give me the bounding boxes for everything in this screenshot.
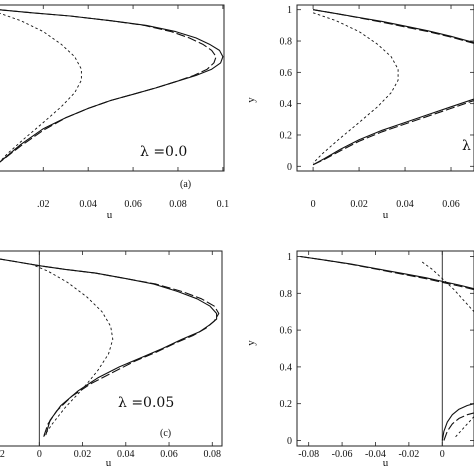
x-axis-label: u bbox=[383, 457, 389, 469]
series-line-solid bbox=[300, 255, 474, 290]
x-tick-label: 0.1 bbox=[217, 199, 230, 210]
series-line-dashed bbox=[312, 99, 474, 166]
lambda-annotation: λ =0.05 bbox=[118, 395, 174, 411]
y-tick-label: 0.8 bbox=[280, 289, 293, 300]
y-tick-label: 0.2 bbox=[280, 399, 293, 410]
panel-c: 0.02 0 0.02 0.04 0.06 0.08 u λ =0.05 (c) bbox=[0, 250, 223, 469]
panel-frame bbox=[0, 4, 225, 172]
x-tick-label: 0.02 bbox=[74, 449, 92, 460]
series-line-solid bbox=[0, 258, 218, 436]
lambda-annotation: λ bbox=[462, 138, 471, 154]
x-axis-label: u bbox=[106, 457, 112, 469]
panel-tag: (a) bbox=[180, 179, 191, 190]
panel-b: 0 0.02 0.04 0.06 0 0.2 0.4 0.6 0.8 1 u y λ bbox=[245, 4, 474, 221]
series-line-dotted bbox=[312, 12, 399, 164]
panel-a: .02 0.04 0.06 0.08 0.1 u λ =0.0 (a) bbox=[0, 4, 230, 221]
panel-d: -0.08 -0.06 -0.04 -0.02 0 0 0.2 0.4 0.6 0.8 1 u y bbox=[245, 250, 474, 469]
panel-frame bbox=[296, 250, 474, 447]
lambda-annotation: λ =0.0 bbox=[140, 144, 187, 160]
x-tick-label: 0.08 bbox=[169, 199, 187, 210]
x-tick-label: 0.08 bbox=[204, 449, 222, 460]
y-axis-label: y bbox=[245, 340, 257, 346]
series-line-dashed bbox=[313, 9, 474, 44]
x-tick-label: 0.06 bbox=[124, 199, 142, 210]
y-tick-label: 0.6 bbox=[280, 326, 293, 337]
panel-tag: (c) bbox=[160, 428, 171, 439]
series-line-dotted bbox=[421, 261, 474, 313]
y-tick-label: 0.4 bbox=[280, 362, 293, 373]
panel-frame bbox=[0, 250, 223, 447]
panel-frame bbox=[296, 4, 474, 172]
series-line-dashed bbox=[0, 9, 217, 163]
x-tick-label: 0.06 bbox=[442, 199, 460, 210]
x-tick-label: 0.04 bbox=[79, 199, 97, 210]
y-axis-label: y bbox=[245, 97, 257, 103]
y-tick-label: 0.6 bbox=[280, 68, 293, 79]
x-tick-label: -0.06 bbox=[332, 449, 353, 460]
x-tick-label: -0.08 bbox=[298, 449, 319, 460]
x-tick-label: 0.02 bbox=[350, 199, 368, 210]
x-tick-label: 0.06 bbox=[160, 449, 178, 460]
series-line-dotted bbox=[0, 12, 82, 163]
series-line-dashed bbox=[443, 412, 474, 441]
y-tick-label: 1 bbox=[287, 5, 292, 16]
y-tick-label: 1 bbox=[287, 252, 292, 263]
x-axis-label: u bbox=[383, 209, 389, 221]
x-tick-label: .02 bbox=[37, 199, 50, 210]
x-tick-label: 0 bbox=[37, 449, 42, 460]
series-line-dashed bbox=[300, 255, 474, 291]
series-line-solid bbox=[312, 98, 474, 166]
y-tick-label: 0.4 bbox=[280, 99, 293, 110]
y-tick-label: 0 bbox=[287, 436, 292, 447]
series-line-solid bbox=[313, 9, 474, 44]
series-line-solid bbox=[0, 9, 224, 163]
y-tick-label: 0 bbox=[287, 162, 292, 173]
x-tick-label: 0 bbox=[440, 449, 445, 460]
x-tick-label: 0.04 bbox=[396, 199, 414, 210]
x-tick-label: 0.02 bbox=[0, 449, 5, 460]
y-tick-label: 0.2 bbox=[280, 130, 293, 141]
series-line-solid bbox=[441, 403, 474, 441]
series-line-dashed bbox=[0, 258, 220, 437]
series-line-dotted bbox=[30, 263, 114, 438]
x-tick-label: 0 bbox=[311, 199, 316, 210]
x-axis-label: u bbox=[107, 209, 113, 221]
y-tick-label: 0.8 bbox=[280, 37, 293, 48]
x-tick-label: 0.04 bbox=[117, 449, 135, 460]
x-tick-label: -0.02 bbox=[398, 449, 419, 460]
x-tick-label: -0.04 bbox=[365, 449, 386, 460]
